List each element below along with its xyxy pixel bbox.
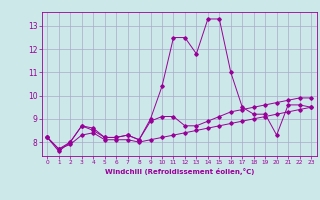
X-axis label: Windchill (Refroidissement éolien,°C): Windchill (Refroidissement éolien,°C) (105, 168, 254, 175)
